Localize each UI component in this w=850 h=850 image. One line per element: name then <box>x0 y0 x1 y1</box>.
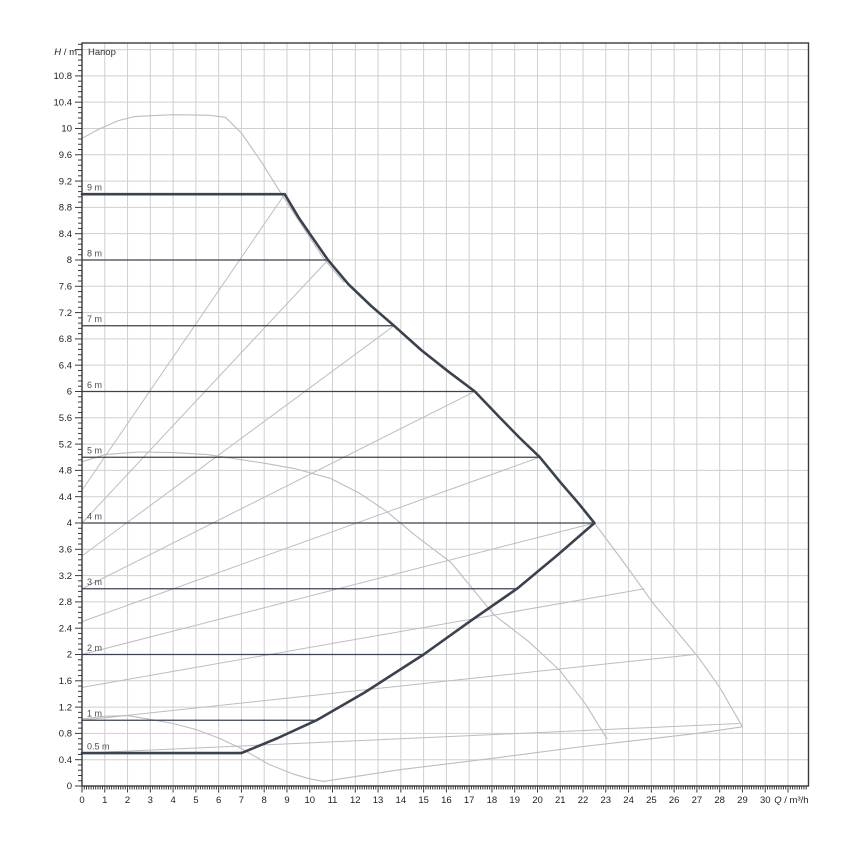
y-tick-label: 1.2 <box>59 702 72 713</box>
y-tick-label: 4.4 <box>59 492 72 503</box>
field-right-boundary <box>593 522 744 728</box>
head-line-label-3m: 3 m <box>87 577 102 587</box>
x-tick-label: 3 <box>148 795 153 806</box>
dpv-line-3m <box>81 588 645 688</box>
y-tick-label: 0.4 <box>59 755 72 766</box>
x-tick-label: 29 <box>737 795 748 806</box>
head-line-labels: 0.5 m 1 m 2 m 3 m 4 m 5 m 6 m 7 m 8 m 9 m <box>87 183 110 752</box>
y-axis-title: H / m <box>54 47 77 58</box>
y-tick-label: 6.4 <box>59 360 72 371</box>
x-tick-label: 17 <box>464 795 475 806</box>
x-tick-label: 23 <box>601 795 612 806</box>
x-tick-label: 24 <box>623 795 634 806</box>
y-tick-label: 3.2 <box>59 571 72 582</box>
y-tick-label: 9.6 <box>59 150 72 161</box>
x-tick-label: 9 <box>284 795 289 806</box>
field-bottom-boundary <box>322 726 744 782</box>
gray-pump-curves <box>81 114 744 782</box>
x-tick-label: 18 <box>487 795 498 806</box>
y-tick-label: 0.8 <box>59 729 72 740</box>
dpv-line-2m <box>81 653 695 721</box>
x-tick-label: 27 <box>692 795 703 806</box>
head-line-label-4m: 4 m <box>87 511 102 521</box>
plot-title: Напор <box>88 47 116 58</box>
dpv-line-5m <box>81 456 540 623</box>
y-tick-label: 9.2 <box>59 176 72 187</box>
y-tick-label: 2 <box>67 650 72 661</box>
x-tick-label: 19 <box>509 795 520 806</box>
x-tick-label: 11 <box>328 795 338 806</box>
y-tick-labels: 0 0.4 0.8 1.2 1.6 2 2.4 2.8 3.2 3.6 4 4.4 4.8 5.2 5.6 6… <box>54 71 73 792</box>
y-tick-label: 10.8 <box>54 71 73 82</box>
x-tick-labels: 0 1 2 3 4 5 6 7 8 9 10 11 12 13 14 15 16 17 18 19 20 21 22 23 24… <box>79 795 770 806</box>
x-tick-label: 21 <box>555 795 566 806</box>
plot-frame <box>81 42 810 787</box>
x-tick-label: 30 <box>760 795 771 806</box>
y-tick-label: 1.6 <box>59 676 72 687</box>
x-tick-label: 26 <box>669 795 680 806</box>
y-tick-label: 6 <box>67 387 72 398</box>
constant-head-lines <box>82 259 595 721</box>
x-tick-label: 15 <box>418 795 429 806</box>
y-tick-label: 10 <box>61 124 72 135</box>
x-tick-label: 5 <box>193 795 198 806</box>
grid <box>82 43 809 786</box>
head-line-label-5m: 5 m <box>87 446 102 456</box>
x-tick-label: 16 <box>441 795 452 806</box>
y-tick-label: 6.8 <box>59 334 72 345</box>
x-tick-label: 10 <box>304 795 315 806</box>
head-line-label-8m: 8 m <box>87 248 102 258</box>
dpv-diagonals <box>81 193 740 754</box>
x-tick-label: 22 <box>578 795 589 806</box>
y-tick-label: 8.4 <box>59 229 72 240</box>
y-tick-label: 7.6 <box>59 281 72 292</box>
y-tick-label: 8 <box>67 255 72 266</box>
y-tick-label: 4.8 <box>59 466 72 477</box>
y-tick-label: 10.4 <box>54 97 73 108</box>
head-line-label-9m: 9 m <box>87 183 102 193</box>
x-tick-label: 20 <box>532 795 543 806</box>
y-tick-label: 7.2 <box>59 308 72 319</box>
x-tick-label: 25 <box>646 795 657 806</box>
y-tick-label: 8.8 <box>59 203 72 214</box>
dpv-line-6m <box>81 391 476 590</box>
x-tick-label: 28 <box>714 795 725 806</box>
pump-curve-mid-speed <box>81 451 608 740</box>
y-tick-label: 5.6 <box>59 413 72 424</box>
dpv-line-9m <box>81 193 286 491</box>
x-tick-label: 13 <box>373 795 384 806</box>
operating-field-boundary <box>80 192 596 755</box>
x-tick-label: 8 <box>262 795 267 806</box>
x-tick-label: 4 <box>170 795 175 806</box>
y-tick-label: 3.6 <box>59 544 72 555</box>
dpv-line-7m <box>81 325 395 557</box>
x-tick-label: 0 <box>79 795 84 806</box>
pump-curve-max-speed <box>81 114 345 283</box>
y-tick-label: 5.2 <box>59 439 72 450</box>
y-tick-label: 4 <box>67 518 72 529</box>
head-line-label-6m: 6 m <box>87 380 102 390</box>
y-tick-label: 2.8 <box>59 597 72 608</box>
x-tick-label: 14 <box>396 795 407 806</box>
x-tick-label: 7 <box>239 795 244 806</box>
x-tick-label: 6 <box>216 795 221 806</box>
x-tick-label: 1 <box>102 795 107 806</box>
y-tick-label: 0 <box>67 781 72 792</box>
head-line-label-1m: 1 m <box>87 709 102 719</box>
x-axis-title: Q / m³/h <box>774 795 808 806</box>
axis-ticks <box>75 43 807 793</box>
dpv-line-1m <box>81 723 740 754</box>
head-line-label-2m: 2 m <box>87 643 102 653</box>
y-tick-label: 2.4 <box>59 623 72 634</box>
head-line-label-0.5m: 0.5 m <box>87 742 110 752</box>
x-tick-label: 2 <box>125 795 130 806</box>
x-tick-label: 12 <box>350 795 361 806</box>
head-line-label-7m: 7 m <box>87 314 102 324</box>
pump-curve-min-speed <box>81 715 324 782</box>
